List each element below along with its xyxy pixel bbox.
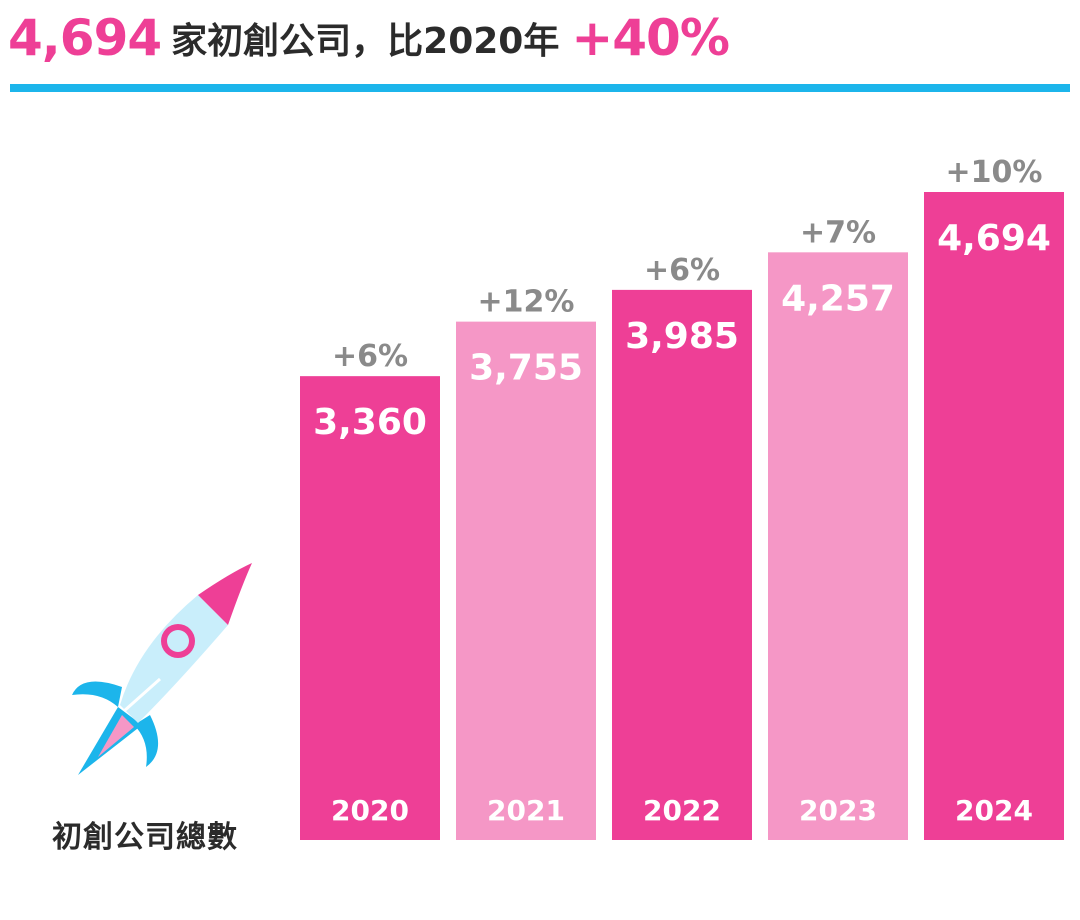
x-tick-label: 2020 [331,794,409,827]
bar-2024 [924,192,1064,840]
growth-label: +12% [478,285,575,320]
headline-text: 家初創公司，比2020年 [171,21,560,62]
growth-label: +6% [644,253,720,288]
bar-2022 [612,289,752,840]
rocket-icon [72,563,252,775]
bar-2023 [768,252,908,841]
x-tick-label: 2024 [955,794,1033,827]
bar-value-label: 4,694 [937,218,1051,259]
x-tick-label: 2021 [487,794,565,827]
chart-caption: 初創公司總數 [52,820,238,855]
bar-value-label: 3,985 [625,316,739,357]
bar-2021 [456,321,596,840]
growth-label: +10% [946,155,1043,190]
bar-2020 [300,376,440,840]
bar-value-label: 3,360 [313,402,427,443]
x-tick-label: 2022 [643,794,721,827]
headline-total: 4,694 [8,9,162,67]
growth-label: +7% [800,215,876,250]
bar-value-label: 3,755 [469,348,583,389]
x-tick-label: 2023 [799,794,877,827]
headline: 4,694 家初創公司，比2020年 +40% [8,2,730,74]
growth-label: +6% [332,339,408,374]
bar-value-label: 4,257 [781,278,895,319]
headline-growth: +40% [571,9,730,67]
header-divider [10,84,1070,92]
